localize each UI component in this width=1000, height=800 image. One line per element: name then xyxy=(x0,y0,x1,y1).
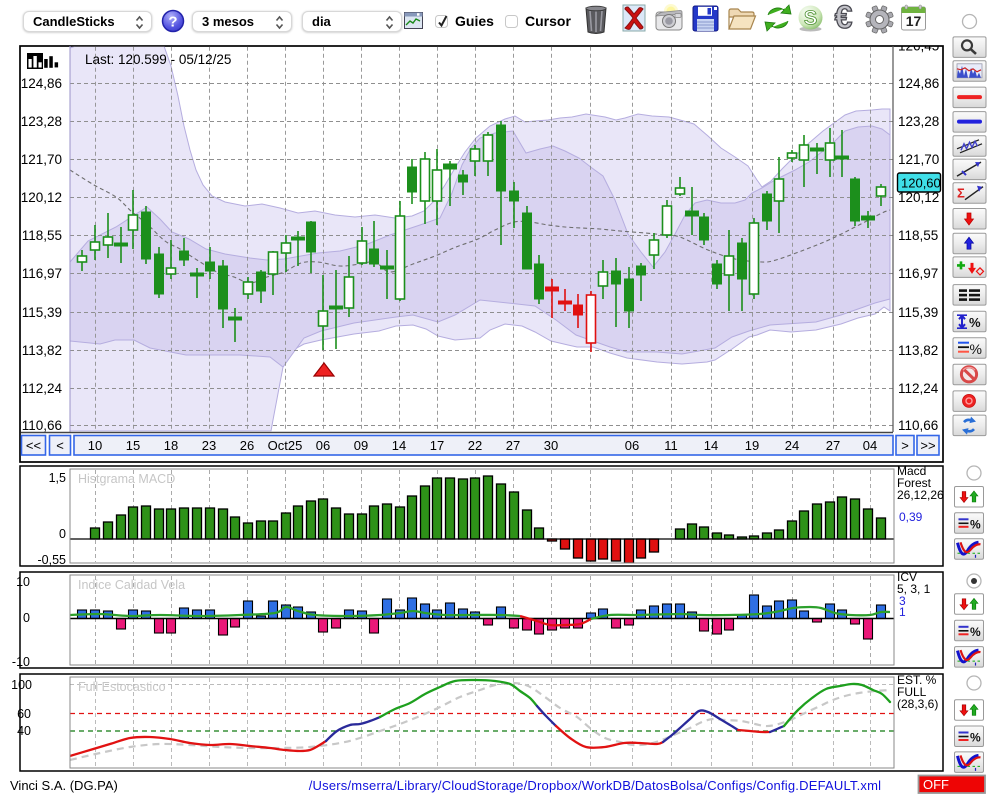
svg-text:24: 24 xyxy=(785,438,799,453)
svg-text:S: S xyxy=(804,8,817,30)
svg-text:Oct25: Oct25 xyxy=(268,438,303,453)
svg-text:121,70: 121,70 xyxy=(898,152,939,167)
svg-text:?: ? xyxy=(168,14,177,31)
svg-text:%: % xyxy=(970,517,981,531)
svg-text:Last: 120.599 - 05/12/25: Last: 120.599 - 05/12/25 xyxy=(85,52,231,67)
svg-text:%: % xyxy=(970,341,982,357)
svg-text:113,82: 113,82 xyxy=(898,343,938,358)
svg-text:0: 0 xyxy=(59,527,66,541)
svg-text:118,55: 118,55 xyxy=(22,228,62,243)
svg-text:5, 3, 1: 5, 3, 1 xyxy=(897,582,931,596)
svg-text:10: 10 xyxy=(88,438,102,453)
svg-text:Vinci S.A. (DG.PA): Vinci S.A. (DG.PA) xyxy=(10,778,118,793)
svg-text:124,86: 124,86 xyxy=(898,76,939,91)
svg-text:FULL: FULL xyxy=(897,685,927,699)
svg-text:120,60: 120,60 xyxy=(901,176,941,191)
svg-text:120,12: 120,12 xyxy=(21,190,62,205)
svg-text:Forest: Forest xyxy=(897,476,932,490)
svg-text:115,39: 115,39 xyxy=(898,305,938,320)
svg-text:126,45: 126,45 xyxy=(898,39,939,54)
svg-text:123,28: 123,28 xyxy=(898,114,939,129)
svg-text:Full Estocastico: Full Estocastico xyxy=(78,680,166,694)
svg-text:116,97: 116,97 xyxy=(22,266,62,281)
svg-text:EST. %: EST. % xyxy=(897,673,937,687)
svg-text:-10: -10 xyxy=(12,655,30,669)
svg-text:116,97: 116,97 xyxy=(898,266,938,281)
svg-text:1,5: 1,5 xyxy=(49,471,66,485)
svg-text:€: € xyxy=(835,0,853,35)
svg-text:118,55: 118,55 xyxy=(898,228,938,243)
svg-text:06: 06 xyxy=(625,438,639,453)
svg-text:>: > xyxy=(901,438,909,453)
svg-text:<: < xyxy=(56,438,64,453)
svg-text:%: % xyxy=(970,731,981,745)
svg-text:<<: << xyxy=(26,438,41,453)
svg-text:115,39: 115,39 xyxy=(22,305,62,320)
svg-text:06: 06 xyxy=(316,438,330,453)
svg-text:(28,3,6): (28,3,6) xyxy=(897,697,938,711)
svg-text:11: 11 xyxy=(664,438,678,453)
svg-text:Histgrama MACD: Histgrama MACD xyxy=(78,472,175,486)
svg-text:15: 15 xyxy=(126,438,140,453)
svg-text:60: 60 xyxy=(17,707,31,721)
svg-text:112,24: 112,24 xyxy=(22,381,63,396)
svg-text:17: 17 xyxy=(906,13,922,29)
svg-text:30: 30 xyxy=(544,438,558,453)
svg-text:09: 09 xyxy=(354,438,368,453)
svg-text:Σ: Σ xyxy=(957,186,965,201)
svg-text:17: 17 xyxy=(430,438,444,453)
svg-text:27: 27 xyxy=(506,438,520,453)
svg-text:>>: >> xyxy=(920,438,935,453)
svg-text:Indice Calidad Vela: Indice Calidad Vela xyxy=(78,578,185,592)
svg-text:10: 10 xyxy=(16,575,30,589)
svg-text:-0,55: -0,55 xyxy=(38,553,67,567)
svg-text:23: 23 xyxy=(202,438,216,453)
svg-text:27: 27 xyxy=(826,438,840,453)
svg-text:123,28: 123,28 xyxy=(21,114,62,129)
svg-text:124,86: 124,86 xyxy=(21,76,62,91)
svg-text:19: 19 xyxy=(745,438,759,453)
svg-text:110,66: 110,66 xyxy=(22,418,62,433)
svg-text:%: % xyxy=(970,625,981,639)
svg-text:120,12: 120,12 xyxy=(898,190,939,205)
svg-text:%: % xyxy=(969,315,981,330)
svg-text:121,70: 121,70 xyxy=(21,152,62,167)
svg-text:113,82: 113,82 xyxy=(22,343,62,358)
svg-text:14: 14 xyxy=(704,438,718,453)
svg-text:/Users/mserra/Library/CloudSto: /Users/mserra/Library/CloudStorage/Dropb… xyxy=(309,778,882,793)
svg-text:22: 22 xyxy=(468,438,482,453)
svg-text:0,39: 0,39 xyxy=(899,510,923,524)
svg-text:40: 40 xyxy=(17,724,31,738)
svg-text:04: 04 xyxy=(863,438,877,453)
svg-text:0: 0 xyxy=(23,611,30,625)
svg-text:100: 100 xyxy=(11,678,32,692)
svg-text:26,12,26: 26,12,26 xyxy=(897,488,944,502)
svg-text:14: 14 xyxy=(392,438,406,453)
svg-text:1: 1 xyxy=(899,605,906,619)
svg-text:OFF: OFF xyxy=(923,777,949,792)
svg-text:3: 3 xyxy=(899,594,906,608)
svg-text:112,24: 112,24 xyxy=(898,381,939,396)
svg-text:Macd: Macd xyxy=(897,464,926,478)
svg-text:ICV: ICV xyxy=(897,570,917,584)
svg-text:110,66: 110,66 xyxy=(898,418,938,433)
svg-text:26: 26 xyxy=(240,438,254,453)
svg-text:18: 18 xyxy=(164,438,178,453)
